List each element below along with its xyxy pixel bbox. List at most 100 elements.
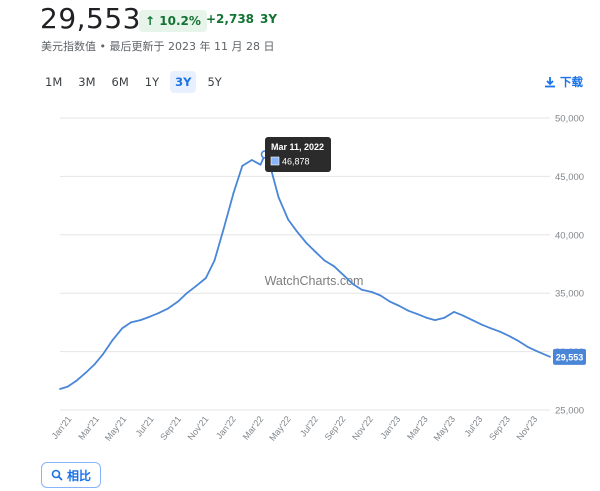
range-6m[interactable]: 6M	[111, 75, 129, 89]
data-point	[59, 388, 61, 390]
percent-change: 10.2%	[159, 14, 201, 28]
x-tick-label: May'21	[103, 414, 129, 443]
x-tick-label: Jan'22	[214, 414, 238, 441]
data-point	[323, 259, 326, 262]
data-point	[167, 307, 170, 310]
data-point	[443, 316, 446, 319]
data-point	[509, 335, 511, 338]
data-point	[425, 316, 428, 319]
range-selector: 1M 3M 6M 1Y 3Y 5Y	[40, 71, 233, 93]
data-point	[130, 321, 132, 324]
data-point	[480, 323, 483, 326]
tooltip-series-swatch	[270, 156, 280, 166]
data-point	[388, 300, 391, 303]
data-point	[85, 371, 87, 374]
data-point	[93, 363, 96, 366]
range-1y[interactable]: 1Y	[144, 75, 160, 89]
data-point	[185, 292, 188, 295]
percent-change-badge: ↑ 10.2%	[139, 10, 207, 32]
price-chart[interactable]: 25,00030,00035,00040,00045,00050,000Jan'…	[0, 100, 600, 462]
data-point	[295, 230, 298, 233]
x-tick-label: Sep'21	[158, 414, 183, 442]
data-point	[461, 314, 464, 317]
data-point	[536, 350, 539, 353]
tooltip: Mar 11, 2022 46,878	[265, 137, 331, 172]
x-tick-label: May'22	[267, 414, 293, 443]
range-3m[interactable]: 3M	[78, 75, 96, 89]
data-point	[379, 294, 382, 297]
tooltip-value: 46,878	[282, 157, 310, 167]
data-point	[259, 163, 262, 166]
data-point	[471, 319, 474, 321]
y-tick-label: 25,000	[555, 406, 584, 417]
tooltip-box	[265, 137, 331, 172]
data-point	[177, 300, 180, 303]
data-point	[195, 285, 197, 288]
x-tick-label: Jul'21	[134, 414, 156, 438]
data-point	[489, 327, 492, 330]
y-tick-label: 50,000	[555, 114, 584, 125]
data-point	[250, 159, 253, 161]
price-value: 29,553	[40, 2, 141, 35]
x-tick-label: Sep'22	[323, 414, 348, 442]
change-period: 3Y	[260, 12, 278, 26]
data-point	[343, 274, 345, 277]
data-point	[232, 191, 235, 194]
download-label: 下载	[560, 75, 583, 89]
compare-button[interactable]: 相比	[41, 462, 101, 488]
data-point	[333, 265, 335, 268]
data-point	[66, 385, 69, 388]
data-point	[75, 379, 78, 382]
data-point	[453, 311, 455, 313]
data-point	[149, 315, 151, 318]
data-point	[287, 218, 290, 221]
data-point	[139, 319, 142, 321]
data-point	[407, 309, 410, 312]
download-icon	[545, 77, 555, 88]
data-point	[549, 355, 551, 358]
x-tick-label: Sep'23	[487, 414, 512, 442]
data-point	[241, 165, 244, 167]
x-tick-label: Mar'23	[405, 414, 430, 442]
data-point	[517, 340, 520, 342]
y-tick-label: 45,000	[555, 172, 584, 183]
search-icon	[51, 469, 63, 481]
data-point	[370, 291, 373, 293]
data-point	[305, 242, 308, 244]
data-point	[205, 277, 207, 279]
price-series-line	[59, 153, 551, 390]
data-point	[526, 346, 529, 348]
x-tick-label: May'23	[432, 414, 458, 443]
last-value-badge	[553, 348, 586, 365]
data-point	[222, 228, 225, 230]
x-tick-label: Nov'22	[350, 414, 375, 442]
arrow-up-icon: ↑	[145, 14, 156, 28]
data-point	[277, 196, 280, 199]
download-button[interactable]: 下载	[544, 74, 583, 90]
range-3y[interactable]: 3Y	[170, 71, 197, 93]
y-tick-label: 35,000	[555, 289, 584, 300]
watermark-text: WatchCharts.com	[265, 274, 364, 288]
data-point	[111, 339, 114, 341]
y-tick-label: 40,000	[555, 230, 584, 241]
range-1m[interactable]: 1M	[45, 75, 63, 89]
last-value-label: 29,553	[556, 352, 584, 362]
data-point	[360, 288, 363, 291]
data-point	[213, 259, 216, 262]
x-tick-label: Jan'23	[378, 414, 402, 441]
data-point	[416, 313, 419, 316]
x-tick-label: Nov'23	[514, 414, 539, 442]
x-tick-label: Jul'22	[298, 414, 320, 438]
absolute-change: +2,738 3Y	[206, 12, 283, 26]
x-tick-label: Mar'22	[241, 414, 266, 442]
data-point	[499, 330, 501, 333]
x-tick-label: Jan'21	[50, 414, 74, 441]
tooltip-date: Mar 11, 2022	[271, 142, 324, 152]
data-point	[121, 327, 124, 330]
compare-label: 相比	[66, 468, 91, 483]
data-point	[315, 251, 317, 254]
x-tick-label: Mar'21	[76, 414, 101, 442]
data-point	[351, 283, 354, 285]
range-5y[interactable]: 5Y	[207, 75, 222, 89]
last-updated-subtitle: 美元指数值 • 最后更新于 2023 年 11 月 28 日	[41, 40, 275, 53]
